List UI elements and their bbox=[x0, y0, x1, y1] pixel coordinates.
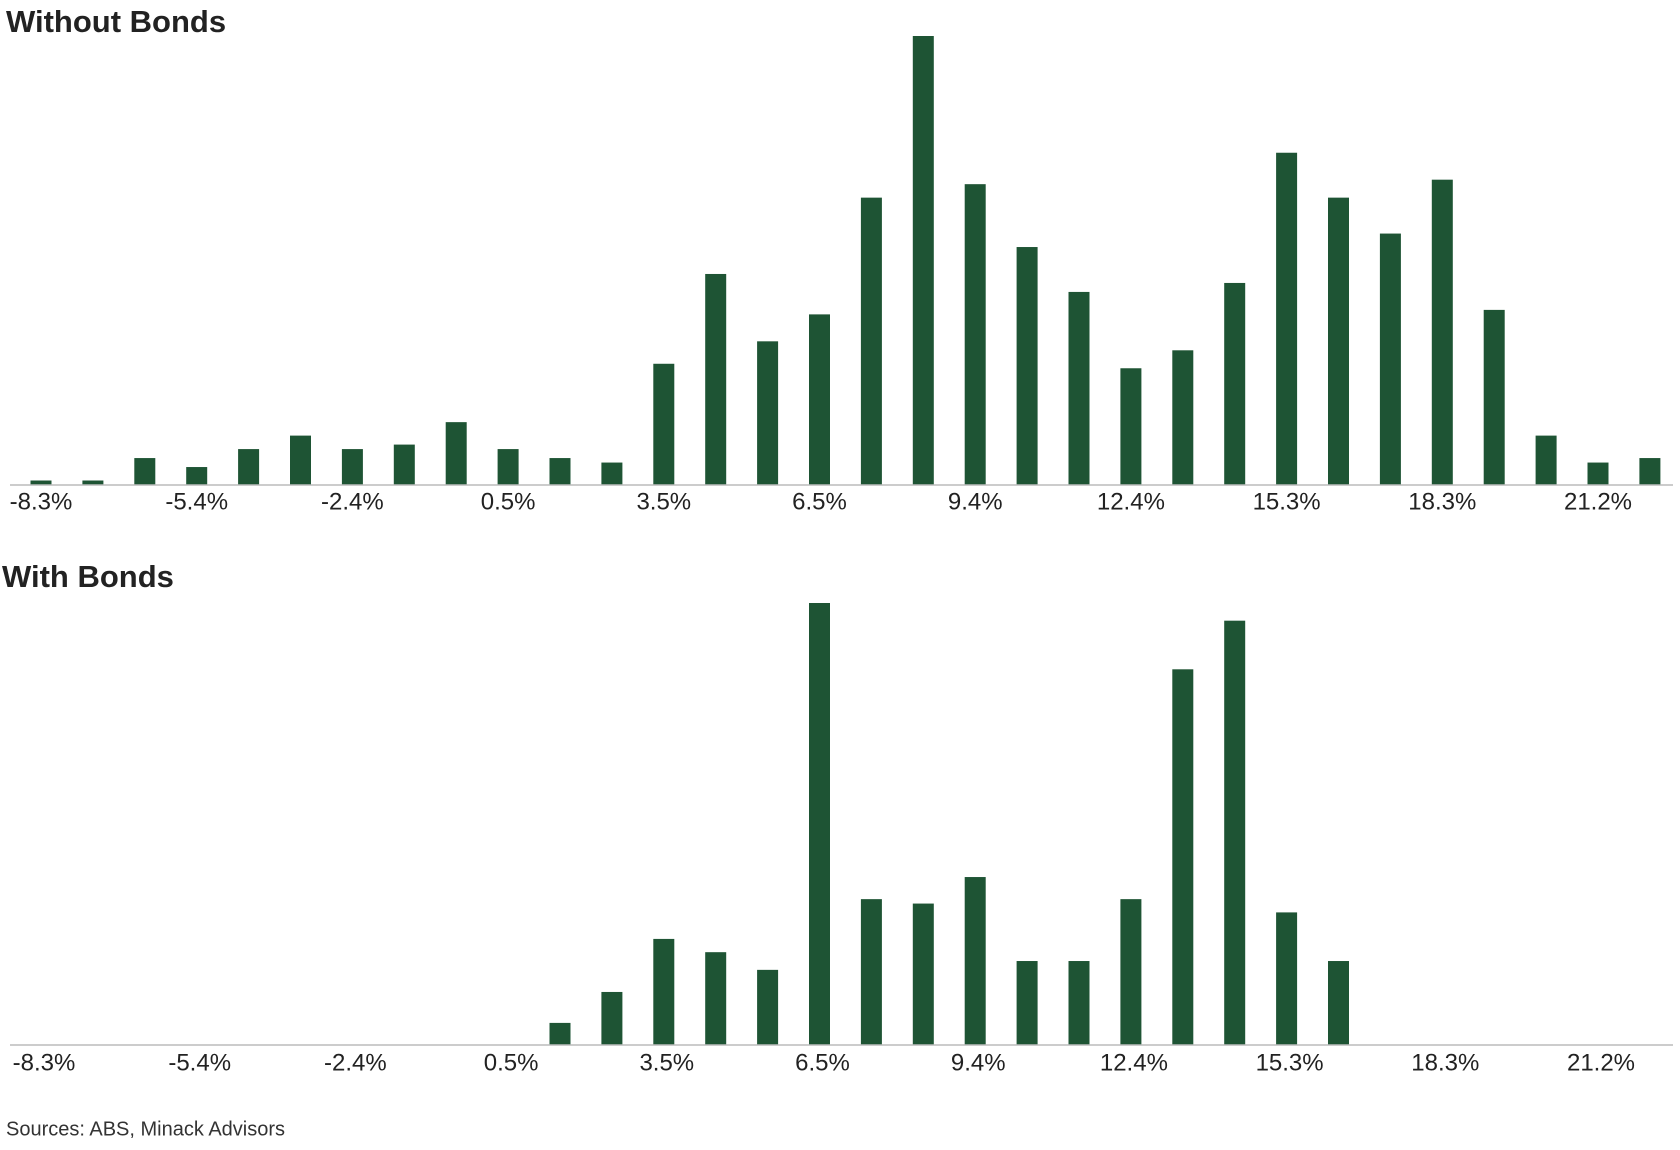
bar bbox=[1639, 458, 1661, 485]
bar bbox=[860, 899, 882, 1045]
source-note: Sources: ABS, Minack Advisors bbox=[6, 1118, 285, 1140]
bar bbox=[860, 197, 882, 485]
x-tick-label: -2.4% bbox=[321, 488, 384, 515]
bar bbox=[1172, 350, 1194, 485]
x-tick-label: -2.4% bbox=[324, 1049, 387, 1076]
bar bbox=[1068, 291, 1090, 485]
bar bbox=[1276, 152, 1298, 486]
bar bbox=[601, 991, 623, 1045]
bar bbox=[134, 458, 156, 485]
bar bbox=[653, 363, 675, 485]
x-tick-label: 9.4% bbox=[948, 488, 1003, 515]
bar bbox=[1379, 233, 1401, 485]
bar bbox=[1016, 961, 1038, 1045]
x-tick-label: 15.3% bbox=[1253, 488, 1321, 515]
bar bbox=[1535, 435, 1557, 485]
bar bbox=[964, 877, 986, 1045]
x-tick-label: -5.4% bbox=[165, 488, 228, 515]
x-tick-label: 21.2% bbox=[1567, 1049, 1635, 1076]
x-tick-label: 6.5% bbox=[795, 1049, 850, 1076]
bar bbox=[705, 273, 727, 485]
bar bbox=[809, 314, 830, 485]
x-tick-label: 3.5% bbox=[636, 488, 691, 515]
bar bbox=[757, 341, 779, 485]
bar bbox=[1224, 620, 1246, 1045]
bar bbox=[1068, 961, 1090, 1045]
x-tick-label: 6.5% bbox=[792, 488, 847, 515]
x-tick-label: 18.3% bbox=[1411, 1049, 1479, 1076]
bar bbox=[912, 903, 934, 1045]
bar bbox=[445, 422, 467, 485]
x-tick-label: 9.4% bbox=[951, 1049, 1006, 1076]
x-tick-label: 12.4% bbox=[1097, 488, 1165, 515]
bar bbox=[497, 449, 519, 485]
bar bbox=[1587, 462, 1609, 485]
chart-title: Without Bonds bbox=[6, 4, 226, 39]
x-tick-label: -5.4% bbox=[168, 1049, 231, 1076]
bar bbox=[1224, 282, 1246, 485]
x-tick-label: -8.3% bbox=[10, 488, 73, 515]
x-tick-label: 3.5% bbox=[639, 1049, 694, 1076]
bar bbox=[30, 480, 52, 485]
bar bbox=[705, 952, 727, 1045]
bar bbox=[82, 480, 104, 485]
x-tick-label: 15.3% bbox=[1256, 1049, 1324, 1076]
x-tick-label: -8.3% bbox=[13, 1049, 76, 1076]
x-tick-label: 21.2% bbox=[1564, 488, 1632, 515]
bar bbox=[1328, 961, 1349, 1045]
bar bbox=[1016, 247, 1038, 485]
bar bbox=[549, 458, 571, 485]
bar bbox=[549, 1022, 571, 1045]
bar bbox=[1172, 669, 1194, 1045]
x-tick-label: 0.5% bbox=[484, 1049, 539, 1076]
x-tick-label: 0.5% bbox=[481, 488, 536, 515]
bar bbox=[1328, 197, 1349, 485]
bar bbox=[1276, 912, 1298, 1045]
bar bbox=[1431, 179, 1453, 485]
bar bbox=[809, 603, 830, 1045]
bar bbox=[757, 969, 779, 1045]
bar bbox=[186, 467, 208, 485]
bar bbox=[601, 462, 623, 485]
bar bbox=[290, 435, 311, 485]
chart-title: With Bonds bbox=[2, 559, 174, 594]
bar bbox=[1483, 309, 1505, 485]
bar bbox=[653, 938, 675, 1045]
x-tick-label: 12.4% bbox=[1100, 1049, 1168, 1076]
bar bbox=[238, 449, 260, 485]
bar bbox=[341, 449, 363, 485]
bar bbox=[912, 36, 934, 485]
bar bbox=[393, 444, 415, 485]
bar bbox=[1120, 368, 1142, 485]
x-tick-label: 18.3% bbox=[1408, 488, 1476, 515]
bar bbox=[1120, 899, 1142, 1045]
bar bbox=[964, 184, 986, 486]
